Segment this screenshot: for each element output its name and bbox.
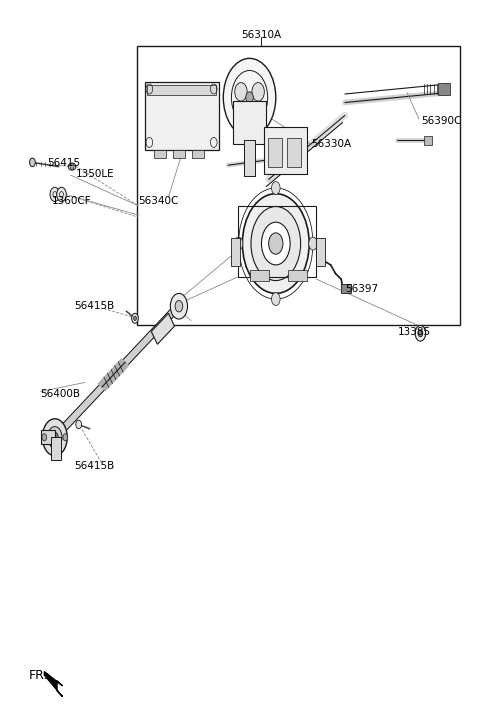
Circle shape — [76, 420, 82, 429]
Circle shape — [272, 292, 280, 305]
Text: FR.: FR. — [29, 669, 48, 682]
Circle shape — [235, 82, 247, 101]
Bar — [233, 101, 266, 144]
Text: 56400B: 56400B — [40, 389, 81, 399]
Text: 56310A: 56310A — [241, 30, 282, 40]
Text: 56415B: 56415B — [74, 460, 115, 470]
Bar — [316, 238, 325, 266]
Bar — [151, 313, 175, 345]
Circle shape — [415, 325, 426, 341]
Circle shape — [175, 300, 183, 312]
Bar — [287, 138, 301, 167]
Circle shape — [262, 222, 290, 265]
Bar — [144, 82, 218, 149]
Circle shape — [242, 194, 309, 293]
Bar — [264, 127, 307, 174]
Text: 13385: 13385 — [397, 327, 431, 337]
Circle shape — [70, 164, 74, 169]
Circle shape — [42, 434, 47, 441]
Circle shape — [272, 182, 280, 194]
Circle shape — [246, 92, 253, 103]
Circle shape — [243, 101, 256, 119]
Circle shape — [251, 207, 300, 280]
Bar — [147, 84, 216, 94]
Circle shape — [51, 433, 58, 443]
Circle shape — [133, 316, 136, 320]
Ellipse shape — [68, 163, 76, 170]
Bar — [424, 136, 432, 144]
Circle shape — [63, 434, 68, 441]
Bar — [341, 284, 351, 292]
Circle shape — [48, 427, 62, 448]
Bar — [154, 149, 166, 158]
Bar — [51, 438, 60, 460]
Bar — [268, 138, 282, 167]
Text: 56415: 56415 — [47, 158, 80, 168]
Text: 1360CF: 1360CF — [51, 196, 91, 206]
Bar — [244, 140, 255, 176]
Circle shape — [252, 82, 264, 101]
Circle shape — [234, 237, 243, 250]
Bar — [288, 270, 307, 280]
Circle shape — [42, 419, 67, 455]
Text: 56397: 56397 — [345, 284, 378, 294]
Text: 1350LE: 1350LE — [75, 169, 114, 179]
Bar — [137, 46, 459, 325]
Bar — [41, 430, 55, 445]
Bar — [173, 149, 185, 158]
Circle shape — [132, 313, 138, 323]
Circle shape — [309, 237, 317, 250]
Text: 56330A: 56330A — [312, 139, 352, 149]
Circle shape — [418, 330, 423, 337]
Circle shape — [50, 187, 60, 202]
Bar — [231, 238, 240, 266]
Text: 56390C: 56390C — [421, 116, 462, 126]
Bar — [438, 82, 450, 95]
Circle shape — [170, 293, 188, 319]
Circle shape — [30, 158, 35, 167]
Text: 56340C: 56340C — [139, 196, 179, 206]
Circle shape — [269, 233, 283, 255]
Bar — [192, 149, 204, 158]
Bar — [238, 206, 316, 277]
Circle shape — [57, 187, 66, 202]
Text: 56415B: 56415B — [74, 300, 115, 310]
Bar — [250, 270, 269, 280]
Polygon shape — [44, 671, 62, 696]
Circle shape — [223, 59, 276, 137]
